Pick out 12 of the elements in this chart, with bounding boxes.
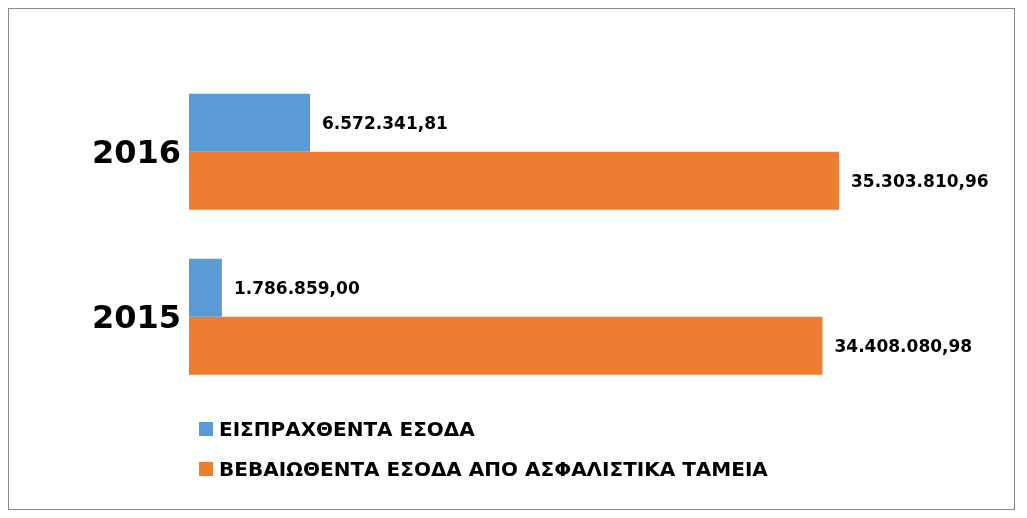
legend-label: ΕΙΣΠΡΑΧΘΕΝΤΑ ΕΣΟΔΑ [219,417,475,441]
data-label: 1.786.859,00 [233,277,360,298]
bar [189,93,311,152]
bar [189,316,823,375]
data-label: 35.303.810,96 [851,170,989,191]
bar [189,151,839,210]
bar [189,258,222,317]
data-label: 34.408.080,98 [834,335,973,356]
legend-label: ΒΕΒΑΙΩΘΕΝΤΑ ΕΣΟΔΑ ΑΠΟ ΑΣΦΑΛΙΣΤΙΚΑ ΤΑΜΕΙΑ [219,457,768,481]
data-label: 6.572.341,81 [322,112,448,133]
y-tick-label: 2016 [91,132,181,171]
y-tick-label: 2015 [91,297,181,336]
